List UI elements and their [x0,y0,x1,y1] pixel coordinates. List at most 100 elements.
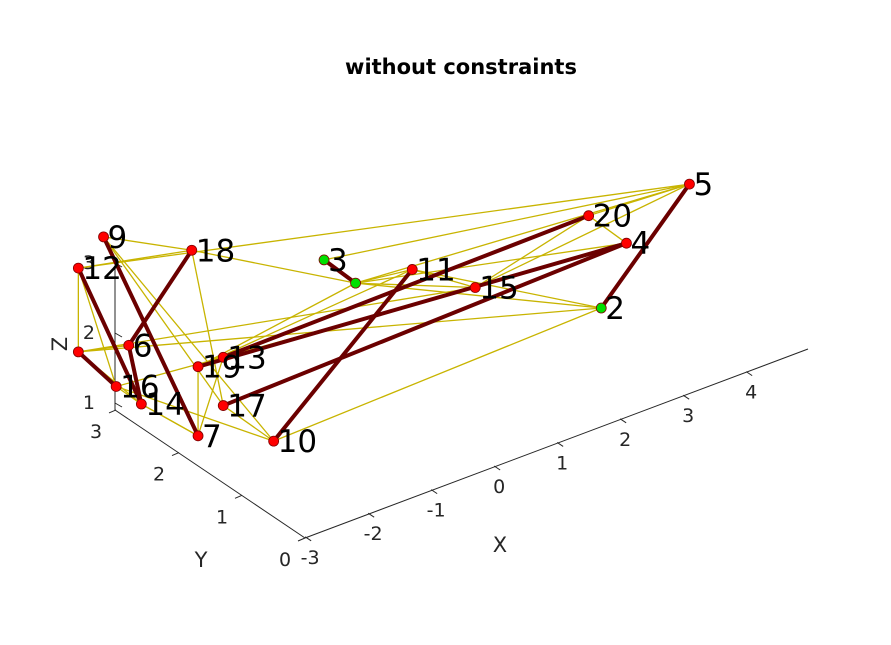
node-3 [318,254,330,266]
x-tick-label: 1 [556,452,568,474]
x-tick-label: 2 [619,429,631,451]
z-ticks: 123 [83,252,123,414]
node-8 [72,346,84,358]
node-label-15: 15 [479,271,518,307]
node-5 [684,178,695,190]
node-label-3: 3 [328,243,348,279]
thin-edge-20-4 [588,215,627,244]
thin-edge-2-8 [78,307,602,353]
z-tick-label: 3 [83,252,95,274]
thick-edge-9-7 [101,234,201,438]
y-ticks: 0 1 2 3 [90,409,306,571]
thick-edge-5-2 [599,182,692,311]
node-label-16: 16 [120,369,159,405]
thick-edge-3-3b [322,257,358,286]
x-tick-mark [430,489,438,495]
x-axis-label: X [493,533,507,557]
x-tick-label: 4 [745,382,757,404]
node-label-6: 6 [133,328,153,364]
node-label-2: 2 [605,291,625,327]
thin-edge-12-16 [77,267,117,387]
x-tick-label: 0 [493,476,505,498]
node-6 [123,339,135,351]
thin-edge-18-17 [191,250,224,406]
thin-edge-9-17 [103,236,224,406]
node-13 [217,351,229,363]
nodes [72,178,695,447]
node-label-13: 13 [227,340,266,376]
z-tick-mark [114,402,123,408]
y-tick-mark [234,494,243,499]
node-label-5: 5 [693,167,713,203]
thick-edge-20-13 [221,213,591,360]
thin-edge-16-10 [115,385,274,442]
node-label-14: 14 [145,387,184,423]
node-label-9: 9 [108,220,128,256]
x-tick-label: -2 [364,523,383,545]
x-tick-label: -1 [427,500,446,522]
y-tick-label: 2 [153,464,165,486]
thick-edges [76,182,692,444]
y-axis-line [114,409,306,539]
y-tick-label: 0 [279,549,291,571]
thick-edge-17-4 [221,241,629,408]
thick-edge-8-16 [76,349,119,389]
node-4 [621,237,632,249]
thin-edge-9-10 [103,236,275,442]
x-ticks: -3 -2 -1 0 1 2 3 4 [301,371,757,569]
node-label-20: 20 [593,199,632,235]
z-axis-label: Z [48,337,72,351]
z-tick-label: 2 [83,322,95,344]
node-10 [268,435,280,447]
x-tick-mark [682,394,690,400]
x-tick-label: 3 [682,405,694,427]
node-label-19: 19 [202,350,241,386]
node-7 [192,430,204,442]
thin-edge-17-10 [222,405,275,442]
thin-edge-3b-15 [355,282,476,289]
node-12 [72,262,84,274]
node-16 [110,381,122,392]
x-axis-line [304,348,809,539]
x-tick-mark [367,512,375,518]
x-tick-label: -3 [301,547,320,569]
node-label-12: 12 [82,251,121,287]
thin-edge-3-5 [323,183,690,261]
thick-edge-6-14 [126,343,144,407]
thin-edge-7-14 [141,403,199,437]
thin-edge-15-20 [474,215,589,289]
node-11 [406,264,418,275]
node-20 [583,210,595,222]
z-tick-mark [114,332,123,338]
thin-edge-18-9 [103,236,192,251]
thin-edge-3b-18 [191,249,356,284]
thick-edge-12-14 [76,266,144,407]
thin-edge-12-5 [78,183,690,269]
thin-edge-19-11 [197,268,413,368]
thin-edge-10-2 [273,307,602,442]
node-label-10: 10 [278,424,317,460]
node-17 [217,400,229,411]
node-label-7: 7 [202,419,222,455]
node-label-17: 17 [227,389,266,425]
node-18 [186,244,198,256]
node-label-4: 4 [630,226,650,262]
x-tick-mark [556,442,564,447]
thin-edge-15-5 [474,183,690,289]
node-3b [350,277,361,289]
y-tick-mark [108,409,117,414]
node-15 [469,282,481,293]
node-9 [98,231,109,243]
y-axis-label: Y [194,548,208,572]
thin-edge-3b-4 [355,242,627,284]
y-tick-mark [297,537,306,542]
node-2 [595,302,607,314]
thin-edge-3b-11 [355,268,413,284]
x-tick-mark [304,536,312,542]
thin-edge-8-15 [78,286,476,353]
y-tick-label: 1 [216,506,228,528]
x-tick-mark [619,418,627,424]
node-label-11: 11 [416,252,455,288]
